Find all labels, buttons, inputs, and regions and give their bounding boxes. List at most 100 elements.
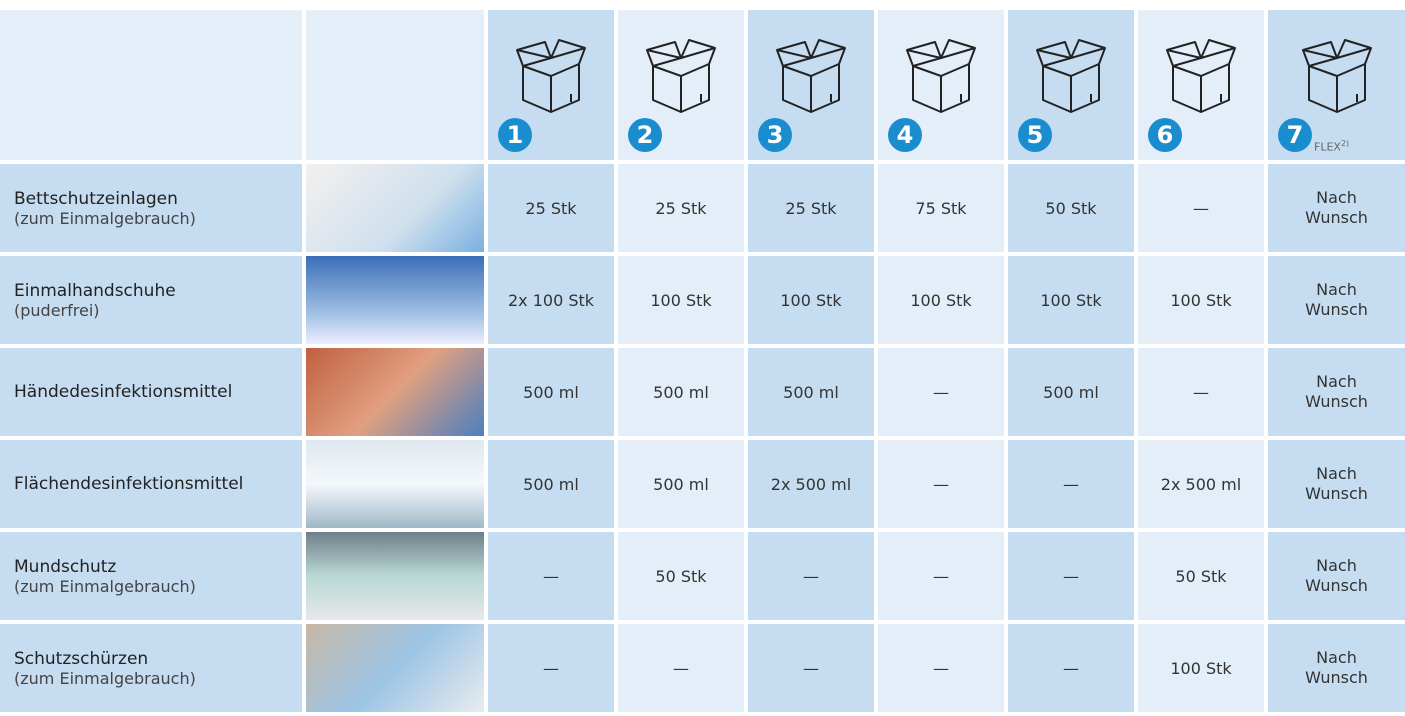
quantity-cell: —	[878, 532, 1004, 620]
quantity-cell: 100 Stk	[878, 256, 1004, 344]
quantity-cell: 100 Stk	[1008, 256, 1134, 344]
quantity: 100 Stk	[1040, 291, 1101, 310]
column-number: 5	[1018, 118, 1052, 152]
name-note: (puderfrei)	[14, 301, 100, 320]
quantity-cell: 50 Stk	[1138, 532, 1264, 620]
quantity-cell: 100 Stk	[1138, 624, 1264, 712]
name: Einmalhandschuhe	[14, 281, 176, 301]
quantity-cell: Nach Wunsch	[1268, 164, 1405, 252]
quantity: Nach Wunsch	[1302, 188, 1372, 228]
quantity: 25 Stk	[785, 199, 836, 218]
quantity: —	[933, 659, 949, 678]
quantity: —	[1063, 475, 1079, 494]
quantity: —	[1193, 199, 1209, 218]
quantity: 100 Stk	[780, 291, 841, 310]
name: Mundschutz	[14, 557, 116, 577]
quantity-cell: 2x 500 ml	[748, 440, 874, 528]
quantity-cell: —	[878, 624, 1004, 712]
column-note: FLEX2)	[1314, 139, 1349, 154]
product-name: Mundschutz(zum Einmalgebrauch)	[0, 532, 302, 620]
quantity-cell: 500 ml	[488, 348, 614, 436]
quantity: Nach Wunsch	[1302, 280, 1372, 320]
footnote: 2)	[1341, 139, 1349, 148]
column-header: 1	[488, 10, 614, 160]
quantity-cell: Nach Wunsch	[1268, 624, 1405, 712]
box-icon	[1035, 36, 1107, 120]
quantity: —	[1063, 659, 1079, 678]
corner	[306, 10, 484, 160]
quantity-cell: —	[1008, 440, 1134, 528]
quantity-cell: —	[878, 440, 1004, 528]
quantity-cell: 500 ml	[748, 348, 874, 436]
quantity: 100 Stk	[1170, 291, 1231, 310]
name: Flächendesinfektionsmittel	[14, 474, 243, 494]
quantity-cell: —	[1008, 624, 1134, 712]
quantity: —	[1063, 567, 1079, 586]
column-header: 2	[618, 10, 744, 160]
quantity-cell: 100 Stk	[748, 256, 874, 344]
column-number: 6	[1148, 118, 1182, 152]
column-header: 4	[878, 10, 1004, 160]
box-icon	[775, 36, 847, 120]
product-image	[306, 532, 484, 620]
quantity: 500 ml	[523, 383, 579, 402]
quantity-cell: 50 Stk	[1008, 164, 1134, 252]
quantity-cell: Nach Wunsch	[1268, 532, 1405, 620]
quantity-cell: —	[748, 532, 874, 620]
quantity: —	[543, 567, 559, 586]
quantity: Nach Wunsch	[1302, 372, 1372, 412]
quantity-cell: Nach Wunsch	[1268, 440, 1405, 528]
quantity-cell: Nach Wunsch	[1268, 256, 1405, 344]
quantity: 500 ml	[783, 383, 839, 402]
box-icon	[1301, 36, 1373, 120]
quantity: —	[933, 567, 949, 586]
quantity: 2x 100 Stk	[508, 291, 594, 310]
quantity-cell: —	[488, 532, 614, 620]
quantity: 25 Stk	[655, 199, 706, 218]
quantity: 100 Stk	[650, 291, 711, 310]
quantity-cell: 500 ml	[618, 440, 744, 528]
quantity-cell: Nach Wunsch	[1268, 348, 1405, 436]
quantity: 500 ml	[653, 475, 709, 494]
quantity-cell: —	[488, 624, 614, 712]
box-icon	[515, 36, 587, 120]
quantity-cell: —	[1008, 532, 1134, 620]
product-image	[306, 256, 484, 344]
quantity: Nach Wunsch	[1302, 556, 1372, 596]
column-header: 3	[748, 10, 874, 160]
name: Händedesinfektionsmittel	[14, 382, 232, 402]
quantity: 50 Stk	[655, 567, 706, 586]
quantity-cell: —	[748, 624, 874, 712]
quantity: 25 Stk	[525, 199, 576, 218]
corner	[0, 10, 302, 160]
product-name: Flächendesinfektionsmittel	[0, 440, 302, 528]
product-image	[306, 624, 484, 712]
product-image	[306, 440, 484, 528]
box-icon	[645, 36, 717, 120]
quantity-cell: 500 ml	[488, 440, 614, 528]
quantity: —	[933, 475, 949, 494]
quantity-cell: 50 Stk	[618, 532, 744, 620]
name-note: (zum Einmalgebrauch)	[14, 209, 196, 228]
product-name: Händedesinfektionsmittel	[0, 348, 302, 436]
quantity: 2x 500 ml	[1161, 475, 1241, 494]
column-header: 6	[1138, 10, 1264, 160]
product-name: Einmalhandschuhe(puderfrei)	[0, 256, 302, 344]
quantity-cell: 2x 500 ml	[1138, 440, 1264, 528]
quantity: —	[1193, 383, 1209, 402]
quantity: 100 Stk	[910, 291, 971, 310]
quantity-cell: —	[1138, 164, 1264, 252]
quantity-cell: 500 ml	[1008, 348, 1134, 436]
quantity-cell: 25 Stk	[488, 164, 614, 252]
comparison-table: 1234567FLEX2)Bettschutzeinlagen(zum Einm…	[0, 0, 1405, 716]
column-number: 4	[888, 118, 922, 152]
quantity: —	[673, 659, 689, 678]
quantity-cell: 25 Stk	[618, 164, 744, 252]
column-number: 2	[628, 118, 662, 152]
quantity: —	[933, 383, 949, 402]
column-header: 5	[1008, 10, 1134, 160]
quantity: 50 Stk	[1175, 567, 1226, 586]
box-icon	[905, 36, 977, 120]
name: Schutzschürzen	[14, 649, 148, 669]
